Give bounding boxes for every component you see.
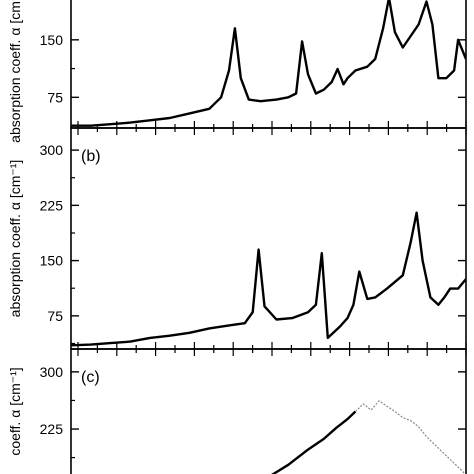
series-line bbox=[71, 211, 466, 347]
panel-frame bbox=[70, 348, 467, 474]
series-line bbox=[354, 400, 466, 474]
y-tick-label: 225 bbox=[40, 421, 64, 437]
panel-label: (b) bbox=[81, 148, 101, 165]
panel-label: (c) bbox=[81, 369, 100, 386]
panel-b: 75 150 225 300 (b) absorption coeff. α [cm⁻¹] bbox=[7, 127, 467, 350]
y-tick-label: 300 bbox=[40, 364, 64, 380]
y-tick-label: 75 bbox=[47, 89, 63, 105]
panel-a: 75 150 absorption coeff. α [cm⁻¹] bbox=[7, 0, 467, 143]
y-tick-label: 300 bbox=[40, 142, 64, 158]
series-line bbox=[271, 410, 357, 474]
y-axis-label: absorption coeff. α [cm⁻¹] bbox=[7, 160, 23, 318]
y-tick-label: 150 bbox=[40, 32, 64, 48]
panel-frame bbox=[70, 0, 467, 129]
y-axis-label: absorption coeff. α [cm⁻¹] bbox=[7, 0, 23, 143]
y-tick-label: 150 bbox=[40, 253, 64, 269]
y-axis-label: coeff. α [cm⁻¹] bbox=[7, 367, 23, 455]
y-tick-label: 75 bbox=[47, 308, 63, 324]
panel-frame bbox=[70, 127, 467, 350]
series-line bbox=[71, 0, 466, 127]
y-tick-label: 225 bbox=[40, 197, 64, 213]
